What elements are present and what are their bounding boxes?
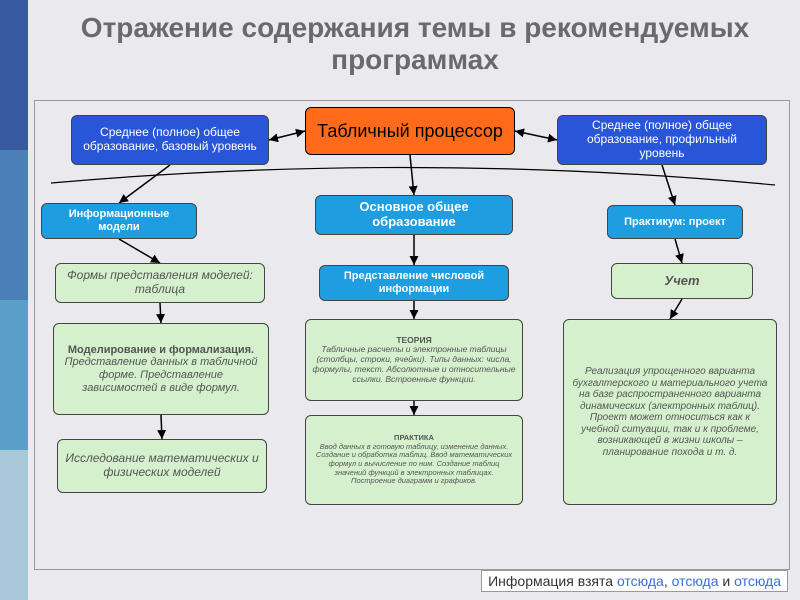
node-leftB: Информационные модели (41, 203, 197, 239)
node-rightA: Среднее (полное) общее образование, проф… (557, 115, 767, 165)
node-rightC: Учет (611, 263, 753, 299)
node-top: Табличный процессор (305, 107, 515, 155)
node-rightD: Реализация упрощенного варианта бухгалте… (563, 319, 777, 505)
node-leftE: Исследование математических и физических… (57, 439, 267, 493)
node-midD: ТЕОРИЯТабличные расчеты и электронные та… (305, 319, 523, 401)
credit-link-1[interactable]: отсюда (617, 573, 664, 589)
node-midC: Представление числовой информации (319, 265, 509, 301)
node-midB: Основное общее образование (315, 195, 513, 235)
node-leftA: Среднее (полное) общее образование, базо… (71, 115, 269, 165)
flowchart-diagram: Табличный процессор Среднее (полное) обще… (34, 100, 790, 570)
page-title: Отражение содержания темы в рекомендуемы… (40, 12, 790, 76)
node-leftC: Формы представления моделей: таблица (55, 263, 265, 303)
credit-link-2[interactable]: отсюда (672, 573, 719, 589)
credit-line: Информация взята отсюда, отсюда и отсюда (481, 570, 788, 592)
node-leftD: Моделирование и формализация.Представлен… (53, 323, 269, 415)
credit-link-3[interactable]: отсюда (734, 573, 781, 589)
node-rightB: Практикум: проект (607, 205, 743, 239)
credit-prefix: Информация взята (488, 573, 617, 589)
side-gradient (0, 0, 28, 600)
node-midE: ПРАКТИКАВвод данных в готовую таблицу, и… (305, 415, 523, 505)
